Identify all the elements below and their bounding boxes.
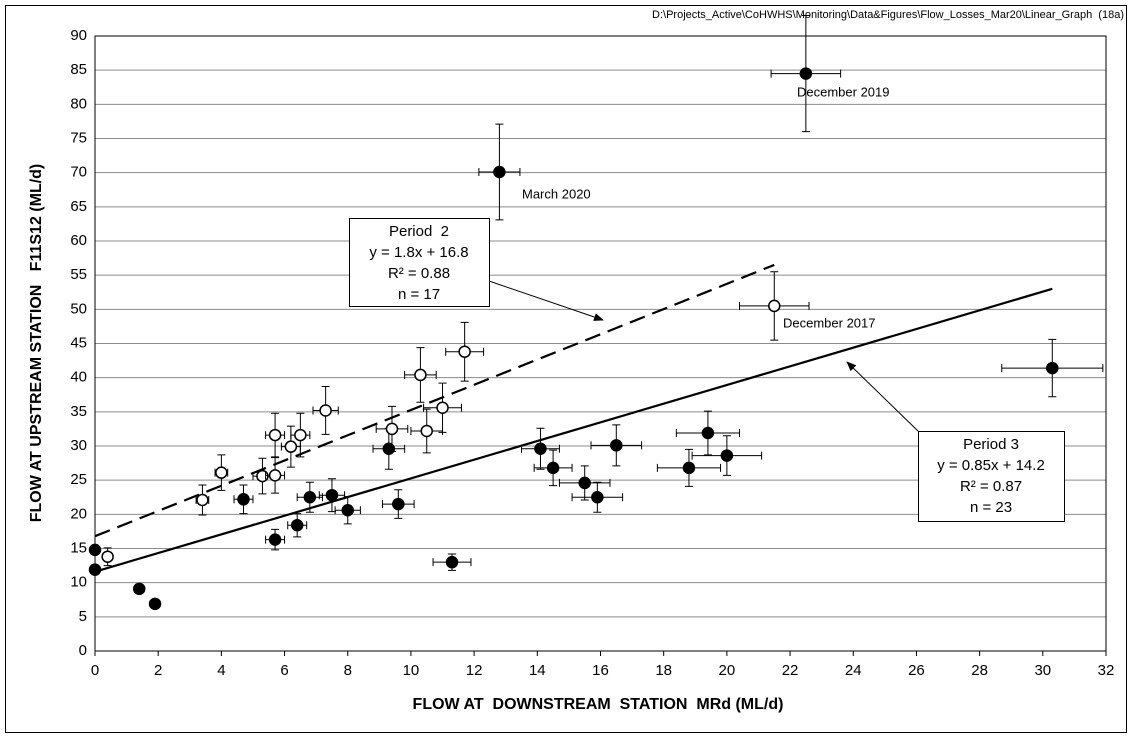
data-point [132,582,146,596]
data-point [196,493,209,507]
y-tick-label: 40 [70,369,87,386]
equation-text: R² = 0.87 [960,478,1022,495]
data-point [720,449,734,462]
equation-text: y = 0.85x + 14.2 [937,457,1045,474]
y-tick-label: 20 [70,505,87,522]
x-tick-label: 20 [719,662,736,679]
data-point [268,533,282,546]
equation-text: Period 2 [389,223,449,240]
plot-border [94,35,1107,652]
data-point [493,165,506,179]
x-tick-label: 24 [845,662,862,679]
data-point [768,299,781,313]
data-point [303,491,317,504]
y-tick-label: 70 [70,164,87,181]
data-point [436,401,449,414]
data-point [591,491,604,504]
y-tick-label: 25 [70,471,87,488]
y-tick-label: 15 [70,539,87,556]
trend-line [94,287,1053,573]
data-point [392,497,405,511]
data-point [546,461,560,475]
equation-text: R² = 0.88 [388,265,450,282]
data-point [215,466,228,479]
equation-text: Period 3 [963,436,1019,453]
x-tick-label: 12 [466,662,483,679]
x-tick-label: 6 [280,662,288,679]
x-tick-label: 10 [403,662,420,679]
x-axis-title: FLOW AT DOWNSTREAM STATION MRd (ML/d) [413,696,784,713]
data-point [268,428,282,442]
y-axis-title: FLOW AT UPSTREAM STATION F11S12 (ML/d) [28,164,45,523]
data-point [148,597,162,611]
y-tick-label: 30 [70,437,87,454]
annotation: December 2019 [797,84,890,99]
data-point [458,345,471,358]
data-point [382,442,396,455]
data-point [701,426,715,440]
equation-text: n = 17 [398,286,440,303]
y-tick-label: 10 [70,574,87,591]
data-point [1046,361,1059,375]
data-point [414,368,427,382]
data-point [325,488,339,502]
data-point [88,543,102,557]
x-tick-label: 8 [344,662,352,679]
data-point [284,440,298,453]
y-tick-label: 80 [70,95,87,112]
y-tick-label: 50 [70,300,87,317]
y-tick-label: 0 [79,642,87,659]
equation-text: n = 23 [970,499,1012,516]
data-point [319,404,332,417]
equation-box [349,218,490,307]
x-tick-label: 4 [217,662,225,679]
data-point [420,424,433,438]
arrow [846,361,919,432]
x-tick-label: 2 [154,662,162,679]
data-point [294,428,307,442]
x-tick-label: 18 [655,662,672,679]
y-tick-label: 90 [70,27,87,44]
y-tick-label: 5 [79,608,87,625]
data-point [88,563,102,576]
y-tick-label: 45 [70,334,87,351]
x-tick-label: 14 [529,662,546,679]
x-tick-label: 16 [592,662,609,679]
equation-box [918,431,1065,522]
y-tick-label: 60 [70,232,87,249]
data-point [290,519,304,532]
equation-text: y = 1.8x + 16.8 [369,244,468,261]
x-tick-label: 30 [1034,662,1051,679]
x-tick-label: 26 [908,662,925,679]
data-point [341,503,354,517]
y-tick-label: 55 [70,266,87,283]
data-point [799,67,813,80]
x-tick-label: 22 [782,662,799,679]
y-tick-label: 65 [70,198,87,215]
data-point [682,461,696,475]
data-point [268,469,282,482]
y-tick-label: 85 [70,61,87,78]
data-point [237,493,250,506]
source-path: D:\Projects_Active\CoHWHS\Monitoring\Dat… [652,9,1124,21]
data-point [101,550,114,563]
data-point [578,476,591,490]
trend-line [94,263,775,538]
data-point [256,469,269,483]
x-tick-label: 28 [971,662,988,679]
y-tick-label: 35 [70,403,87,420]
x-tick-label: 32 [1098,662,1115,679]
data-point [445,555,459,569]
data-point [385,422,399,436]
arrow [488,280,604,321]
annotation: March 2020 [522,186,591,201]
annotation: December 2017 [783,315,876,330]
y-tick-label: 75 [70,129,87,146]
x-tick-label: 0 [91,662,99,679]
data-point [610,439,623,452]
data-point [534,442,547,455]
